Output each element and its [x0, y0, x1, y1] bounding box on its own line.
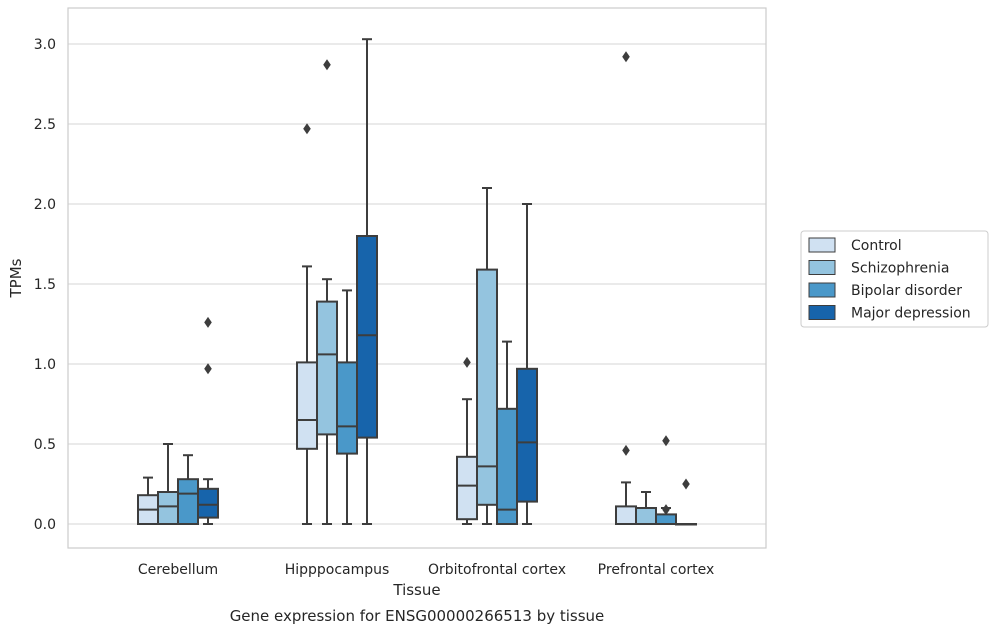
box-group — [635, 491, 657, 525]
box-iqr — [157, 491, 179, 525]
plot-frame — [67, 7, 767, 549]
box-iqr — [296, 361, 318, 450]
box-iqr — [456, 455, 478, 521]
legend-swatch — [808, 237, 836, 253]
grid-lines — [68, 43, 766, 525]
y-tick-label: 0.5 — [34, 437, 56, 453]
legend-label: Schizophrenia — [851, 261, 949, 277]
y-tick-label: 2.5 — [34, 117, 56, 133]
box-iqr — [197, 487, 219, 519]
outlier-point — [662, 504, 670, 516]
box-group — [157, 443, 179, 525]
boxes — [137, 38, 697, 526]
x-tick-label: Prefrontal cortex — [598, 562, 715, 578]
legend: Control Schizophrenia Bipolar disorder Majo… — [800, 230, 989, 328]
outlier-point — [463, 356, 471, 368]
legend-label: Control — [851, 238, 902, 254]
box-group — [675, 478, 697, 526]
y-tick-label: 2.0 — [34, 197, 56, 213]
y-tick-label: 0.0 — [34, 517, 56, 533]
legend-swatch — [808, 282, 836, 298]
box-iqr — [356, 235, 378, 439]
y-tick-label: 1.0 — [34, 357, 56, 373]
box-group — [356, 38, 378, 525]
outlier-point — [323, 59, 331, 71]
legend-swatch — [808, 305, 836, 320]
box-group — [316, 59, 338, 525]
box-iqr — [476, 268, 498, 506]
outlier-point — [622, 51, 630, 63]
legend-label: Major depression — [851, 306, 971, 322]
outlier-point — [303, 123, 311, 135]
box-group — [177, 454, 199, 526]
outlier-point — [682, 478, 690, 490]
box-group — [615, 51, 637, 525]
x-tick-labels: Cerebellum Hipppocampus Orbitofrontal cort… — [138, 562, 714, 578]
box-iqr — [316, 300, 338, 436]
y-axis-label: TPMs — [7, 258, 25, 298]
legend-swatch — [808, 260, 836, 275]
x-tick-label: Orbitofrontal cortex — [428, 562, 566, 578]
box-group — [476, 187, 498, 525]
x-tick-label: Hipppocampus — [285, 562, 390, 578]
box-iqr — [496, 407, 518, 525]
y-tick-label: 3.0 — [34, 37, 56, 53]
y-tick-label: 1.5 — [34, 277, 56, 293]
outlier-point — [622, 444, 630, 456]
box-iqr — [516, 367, 538, 503]
box-group — [336, 289, 358, 525]
box-group — [516, 203, 538, 525]
box-iqr — [177, 478, 199, 526]
box-group — [496, 340, 518, 525]
x-tick-label: Cerebellum — [138, 562, 218, 578]
legend-frame — [800, 230, 989, 328]
box-iqr — [615, 505, 637, 525]
y-tick-labels: 0.0 0.5 1.0 1.5 2.0 2.5 3.0 — [34, 37, 56, 533]
box-group — [296, 123, 318, 525]
box-iqr — [336, 361, 358, 455]
box-iqr — [655, 513, 677, 526]
box-iqr — [635, 507, 657, 525]
chart-caption: Gene expression for ENSG00000266513 by t… — [230, 607, 605, 625]
box-group — [655, 435, 677, 526]
x-axis-label: Tissue — [392, 581, 440, 599]
outlier-point — [204, 363, 212, 375]
legend-label: Bipolar disorder — [851, 283, 962, 299]
outlier-point — [204, 316, 212, 328]
box-group — [197, 316, 219, 525]
outlier-point — [662, 435, 670, 447]
box-group — [137, 476, 159, 526]
box-group — [456, 356, 478, 525]
